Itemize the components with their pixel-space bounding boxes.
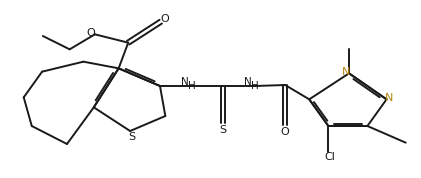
Text: O: O [160,14,169,24]
Text: N: N [385,93,394,103]
Text: N: N [342,67,350,77]
Text: H: H [251,81,259,91]
Text: S: S [128,132,136,142]
Text: N: N [244,77,252,87]
Text: S: S [219,125,226,135]
Text: Cl: Cl [324,152,335,162]
Text: H: H [188,81,196,91]
Text: N: N [181,77,189,87]
Text: O: O [281,127,290,137]
Text: O: O [87,28,95,38]
